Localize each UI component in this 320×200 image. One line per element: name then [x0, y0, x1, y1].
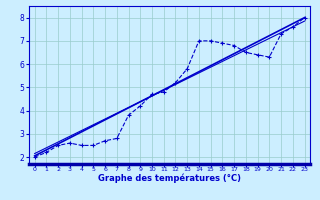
X-axis label: Graphe des températures (°C): Graphe des températures (°C) [98, 174, 241, 183]
